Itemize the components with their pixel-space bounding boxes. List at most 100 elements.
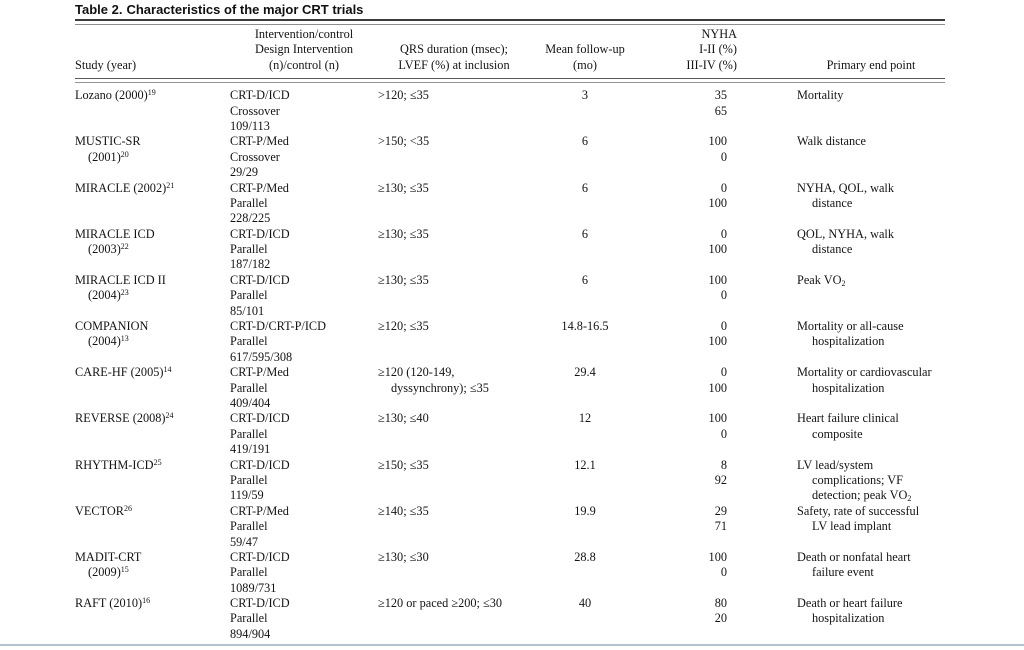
- cell-line: >120; ≤35: [378, 88, 429, 103]
- cell-line: detection; peak VO2: [812, 488, 912, 504]
- cell-line: 12: [578, 411, 592, 426]
- cell-line: Mortality: [797, 88, 844, 103]
- header-line: LVEF (%) at inclusion: [398, 57, 510, 72]
- cell-intervention: CRT-P/Med Parallel 228/225: [230, 181, 378, 227]
- cell-line: dyssynchrony); ≤35: [391, 380, 489, 395]
- cell-line: Crossover: [230, 103, 280, 118]
- cell-study: MADIT-CRT (2009)15: [75, 550, 230, 596]
- cell-line: ≥140; ≤35: [378, 503, 429, 518]
- reference-superscript: 19: [147, 88, 156, 98]
- trial-row: RHYTHM-ICD25 CRT-D/ICD Parallel 119/59 ≥150;…: [75, 458, 945, 504]
- reference-superscript: 24: [165, 411, 174, 421]
- cell-line: 894/904: [230, 626, 271, 641]
- cell-qrs_lvef: ≥130; ≤40: [378, 411, 530, 457]
- cell-endpoint: Safety, rate of successful LV lead implan…: [740, 504, 945, 550]
- cell-line: 1089/731: [230, 580, 277, 595]
- header-line: Intervention/control: [254, 27, 354, 41]
- cell-followup: 40: [530, 596, 640, 642]
- cell-intervention: CRT-D/ICD Parallel 1089/731: [230, 550, 378, 596]
- cell-line: hospitalization: [812, 334, 885, 349]
- cell-line: 59/47: [230, 534, 259, 549]
- table-body: Lozano (2000)19 CRT-D/ICD Crossover 109/113…: [75, 88, 945, 642]
- column-header-qrs_lvef: QRS duration (msec); LVEF (%) at inclusio…: [378, 27, 530, 88]
- cell-qrs_lvef: ≥130; ≤30: [378, 550, 530, 596]
- cell-followup: 29.4: [530, 365, 640, 411]
- cell-line: COMPANION: [75, 319, 149, 334]
- cell-qrs_lvef: ≥120 or paced ≥200; ≤30: [378, 596, 530, 642]
- cell-line: 40: [578, 596, 592, 611]
- cell-nyha: 80 20: [640, 596, 740, 642]
- header-row: Study (year) Intervention/control Design I…: [75, 27, 945, 88]
- cell-endpoint: Death or heart failure hospitalization: [740, 596, 945, 642]
- cell-line: 100: [708, 411, 727, 426]
- cell-qrs_lvef: >150; <35: [378, 134, 530, 180]
- cell-line: MIRACLE ICD II: [75, 272, 166, 287]
- cell-line: 0: [720, 288, 727, 303]
- cell-line: ≥120; ≤35: [378, 319, 429, 334]
- trial-row: MIRACLE ICD (2003)22 CRT-D/ICD Parallel 187/…: [75, 227, 945, 273]
- cell-line: CRT-P/Med: [230, 365, 289, 380]
- cell-followup: 12.1: [530, 458, 640, 504]
- cell-intervention: CRT-D/ICD Crossover 109/113: [230, 88, 378, 134]
- reference-superscript: 13: [120, 334, 129, 344]
- cell-nyha: 100 0: [640, 411, 740, 457]
- cell-study: MIRACLE ICD (2003)22: [75, 227, 230, 273]
- cell-line: 12.1: [574, 457, 596, 472]
- cell-followup: 19.9: [530, 504, 640, 550]
- cell-line: CRT-D/ICD: [230, 88, 290, 103]
- cell-study: MIRACLE ICD II (2004)23: [75, 273, 230, 319]
- cell-line: Parallel: [230, 195, 268, 210]
- cell-intervention: CRT-D/CRT-P/ICD Parallel 617/595/308: [230, 319, 378, 365]
- cell-line: CRT-D/ICD: [230, 411, 290, 426]
- cell-line: hospitalization: [812, 380, 885, 395]
- cell-line: 100: [708, 549, 727, 564]
- table-title-text: Characteristics of the major CRT trials: [126, 2, 364, 17]
- cell-line: Lozano (2000)19: [75, 88, 156, 103]
- cell-endpoint: Heart failure clinical composite: [740, 411, 945, 457]
- reference-superscript: 14: [163, 365, 172, 375]
- cell-line: 29: [714, 503, 727, 518]
- cell-nyha: 29 71: [640, 504, 740, 550]
- cell-line: CRT-D/ICD: [230, 272, 290, 287]
- cell-study: VECTOR26: [75, 504, 230, 550]
- cell-followup: 6: [530, 134, 640, 180]
- cell-line: 6: [581, 226, 589, 241]
- header-line: I-II (%): [699, 42, 737, 57]
- cell-line: Parallel: [230, 334, 268, 349]
- cell-line: CRT-D/ICD: [230, 457, 290, 472]
- cell-qrs_lvef: ≥120; ≤35: [378, 319, 530, 365]
- cell-line: 65: [714, 103, 727, 118]
- cell-line: complications; VF: [812, 472, 903, 487]
- cell-line: Parallel: [230, 519, 268, 534]
- cell-line: Heart failure clinical: [797, 411, 899, 426]
- cell-intervention: CRT-D/ICD Parallel 85/101: [230, 273, 378, 319]
- cell-line: REVERSE (2008)24: [75, 411, 174, 426]
- header-line: NYHA: [701, 27, 737, 41]
- cell-line: 28.8: [574, 549, 596, 564]
- reference-superscript: 23: [120, 288, 129, 298]
- cell-line: (2003)22: [88, 242, 129, 257]
- cell-intervention: CRT-D/ICD Parallel 419/191: [230, 411, 378, 457]
- cell-line: >150; <35: [378, 134, 430, 149]
- cell-line: failure event: [812, 565, 874, 580]
- cell-endpoint: Mortality: [740, 88, 945, 134]
- cell-line: 0: [720, 365, 727, 380]
- cell-endpoint: Mortality or all-cause hospitalization: [740, 319, 945, 365]
- cell-line: 228/225: [230, 211, 271, 226]
- cell-line: RHYTHM-ICD25: [75, 457, 162, 472]
- cell-line: CARE-HF (2005)14: [75, 365, 172, 380]
- cell-line: Parallel: [230, 565, 268, 580]
- cell-line: LV lead implant: [812, 519, 892, 534]
- cell-endpoint: Mortality or cardiovascular hospitalizati…: [740, 365, 945, 411]
- cell-line: NYHA, QOL, walk: [797, 180, 894, 195]
- cell-intervention: CRT-D/ICD Parallel 894/904: [230, 596, 378, 642]
- cell-line: ≥130; ≤35: [378, 226, 429, 241]
- cell-followup: 28.8: [530, 550, 640, 596]
- cell-line: 14.8-16.5: [561, 319, 609, 334]
- cell-line: 20: [714, 611, 727, 626]
- cell-line: 0: [720, 426, 727, 441]
- cell-line: Parallel: [230, 472, 268, 487]
- cell-intervention: CRT-D/ICD Parallel 119/59: [230, 458, 378, 504]
- cell-line: 0: [720, 180, 727, 195]
- cell-line: QOL, NYHA, walk: [797, 226, 894, 241]
